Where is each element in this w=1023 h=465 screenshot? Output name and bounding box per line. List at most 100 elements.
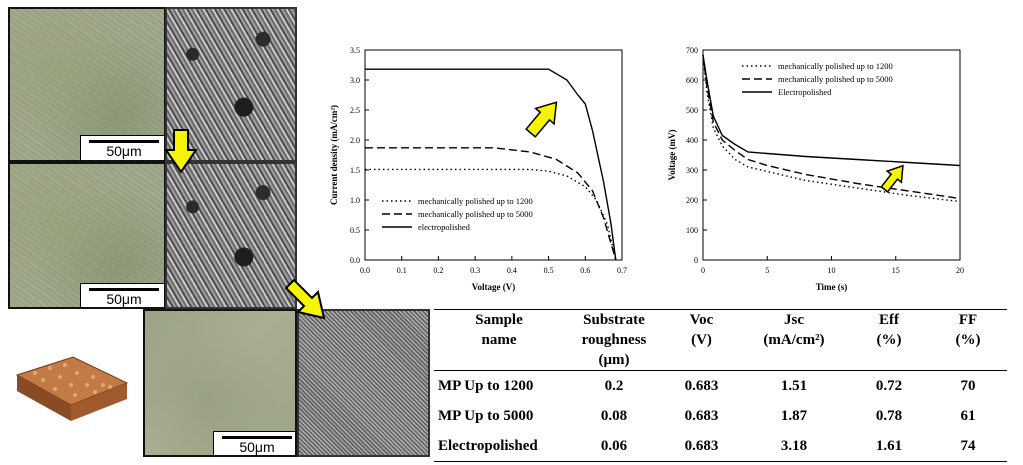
legend-label: mechanically polished up to 1200 bbox=[778, 61, 893, 71]
x-tick-label: 0.6 bbox=[580, 266, 590, 275]
x-tick-label: 0 bbox=[701, 266, 705, 275]
optical-micrograph-mp5000: 50μm bbox=[8, 162, 166, 309]
table-header-row: Sample name Substrate roughness (μm) Voc (V) Js… bbox=[434, 309, 1007, 371]
column-header-line: Eff bbox=[879, 312, 899, 328]
table-cell: 1.87 bbox=[780, 407, 808, 424]
results-table: Sample name Substrate roughness (μm) Voc (V) Js… bbox=[434, 309, 1007, 462]
table-row: MP Up to 5000 0.08 0.683 1.87 0.78 61 bbox=[434, 401, 1007, 431]
column-header-line: name bbox=[481, 332, 517, 348]
legend-label: Electropolished bbox=[778, 87, 832, 97]
x-axis-label: Voltage (V) bbox=[472, 282, 515, 292]
series-line bbox=[702, 54, 961, 167]
column-header-line: (V) bbox=[691, 332, 712, 348]
column-header-line: Voc bbox=[689, 312, 714, 328]
y-tick-label: 500 bbox=[686, 106, 698, 115]
table-cell: 1.61 bbox=[875, 437, 903, 454]
table-cell-sample-name: MP Up to 1200 bbox=[438, 377, 534, 394]
column-header-line: FF bbox=[958, 312, 978, 328]
x-axis-label: Time (s) bbox=[816, 282, 848, 292]
series-line bbox=[702, 55, 961, 200]
table-column-header: FF (%) bbox=[929, 310, 1007, 371]
y-tick-label: 1.0 bbox=[350, 196, 360, 205]
x-tick-label: 0.2 bbox=[433, 266, 443, 275]
x-tick-label: 0.5 bbox=[544, 266, 554, 275]
optical-micrograph-mp1200: 50μm bbox=[8, 7, 166, 162]
table-cell: 0.72 bbox=[875, 377, 903, 394]
column-header-line: Sample bbox=[475, 312, 523, 328]
column-header-line: roughness bbox=[581, 332, 647, 348]
legend-label: mechanically polished up to 5000 bbox=[418, 209, 533, 219]
table-column-header: Voc (V) bbox=[664, 310, 739, 371]
table-row: Electropolished 0.06 0.683 3.18 1.61 74 bbox=[434, 431, 1007, 462]
x-tick-label: 10 bbox=[828, 266, 836, 275]
table-cell: 1.51 bbox=[780, 377, 808, 394]
x-tick-label: 0.4 bbox=[507, 266, 517, 275]
y-tick-label: 2.0 bbox=[350, 136, 360, 145]
table-cell: 0.78 bbox=[875, 407, 903, 424]
x-tick-label: 15 bbox=[892, 266, 900, 275]
table-cell: 0.08 bbox=[600, 407, 628, 424]
table-cell: 61 bbox=[960, 407, 976, 424]
y-tick-label: 1.5 bbox=[350, 166, 360, 175]
optical-micrograph-electropolished: 50μm bbox=[143, 309, 297, 457]
table-column-header: Jsc (mA/cm²) bbox=[739, 310, 849, 371]
legend-label: electropolished bbox=[418, 222, 471, 232]
y-axis-label: Current density (mA/cm²) bbox=[329, 105, 339, 205]
table-cell: 0.683 bbox=[684, 407, 719, 424]
series-line bbox=[365, 147, 617, 261]
y-tick-label: 0.0 bbox=[350, 256, 360, 265]
legend-label: mechanically polished up to 5000 bbox=[778, 74, 893, 84]
series-line bbox=[365, 68, 617, 261]
table-cell: 0.683 bbox=[684, 437, 719, 454]
y-tick-label: 600 bbox=[686, 76, 698, 85]
table-cell: 3.18 bbox=[780, 437, 808, 454]
x-tick-label: 0.3 bbox=[470, 266, 480, 275]
table-cell-sample-name: MP Up to 5000 bbox=[438, 407, 534, 424]
sem-micrograph-electropolished bbox=[297, 309, 430, 457]
y-tick-label: 300 bbox=[686, 166, 698, 175]
scale-bar: 50μm bbox=[80, 283, 164, 307]
column-header-line: Substrate bbox=[583, 312, 645, 328]
column-header-line: (mA/cm²) bbox=[763, 332, 825, 348]
table-cell: 0.06 bbox=[600, 437, 628, 454]
arrow-diagonal-icon bbox=[284, 278, 326, 320]
y-tick-label: 0 bbox=[694, 256, 698, 265]
legend-label: mechanically polished up to 1200 bbox=[418, 196, 533, 206]
series-line bbox=[702, 55, 961, 203]
table-cell: 0.683 bbox=[684, 377, 719, 394]
table-cell: 0.2 bbox=[604, 377, 624, 394]
arrow-up-icon bbox=[525, 101, 558, 138]
column-header-line: (%) bbox=[876, 332, 902, 348]
y-tick-label: 200 bbox=[686, 196, 698, 205]
table-cell-sample-name: Electropolished bbox=[438, 437, 538, 454]
scale-bar-label: 50μm bbox=[106, 143, 142, 159]
table-row: MP Up to 1200 0.2 0.683 1.51 0.72 70 bbox=[434, 371, 1007, 402]
x-tick-label: 0.0 bbox=[360, 266, 370, 275]
arrow-down-icon bbox=[164, 129, 198, 174]
scale-bar: 50μm bbox=[80, 135, 164, 160]
scale-bar: 50μm bbox=[213, 431, 295, 455]
table-column-header: Substrate roughness (μm) bbox=[564, 310, 664, 371]
plot-frame bbox=[364, 49, 623, 261]
jv-curve-chart: 0.0 0.1 0.2 0.3 0.4 0.5 0.6 0.7 0.0 0.5 1.0 1.5 2.0 2… bbox=[329, 46, 627, 292]
y-tick-label: 0.5 bbox=[350, 226, 360, 235]
y-tick-label: 400 bbox=[686, 136, 698, 145]
sem-micrograph-mp5000 bbox=[165, 162, 297, 309]
y-tick-label: 2.5 bbox=[350, 106, 360, 115]
y-tick-label: 3.5 bbox=[350, 46, 360, 55]
column-header-line: (%) bbox=[955, 332, 981, 348]
afm-3d-surface-image bbox=[15, 356, 129, 421]
x-tick-label: 5 bbox=[765, 266, 769, 275]
x-tick-label: 0.1 bbox=[397, 266, 407, 275]
y-tick-label: 3.0 bbox=[350, 76, 360, 85]
table-cell: 70 bbox=[960, 377, 976, 394]
table-column-header: Sample name bbox=[434, 310, 564, 371]
table-column-header: Eff (%) bbox=[849, 310, 929, 371]
column-header-line: Jsc bbox=[784, 312, 804, 328]
y-tick-label: 700 bbox=[686, 46, 698, 55]
scale-bar-label: 50μm bbox=[106, 291, 142, 307]
scale-bar-label: 50μm bbox=[239, 439, 275, 455]
table-cell: 74 bbox=[960, 437, 976, 454]
y-tick-label: 100 bbox=[686, 226, 698, 235]
